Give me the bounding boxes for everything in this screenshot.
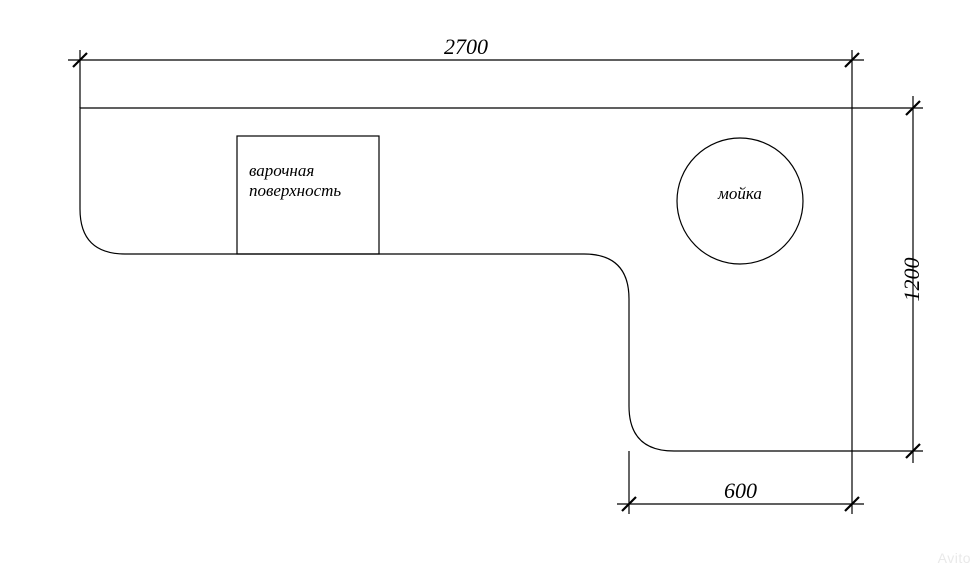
cooktop-label: варочная (249, 161, 314, 180)
dimension-value: 1200 (899, 258, 924, 302)
technical-drawing: варочная поверхность мойка 2700 1200 600 (0, 0, 979, 572)
dimension-value: 600 (724, 478, 757, 503)
sink-label: мойка (717, 184, 762, 203)
dimension-bottom: 600 (617, 451, 864, 514)
dimension-top: 2700 (68, 34, 864, 108)
cooktop-label: поверхность (249, 181, 341, 200)
countertop-outline (80, 108, 852, 451)
dimension-right: 1200 (852, 96, 924, 463)
dimension-value: 2700 (444, 34, 488, 59)
watermark: Avito (938, 550, 971, 566)
